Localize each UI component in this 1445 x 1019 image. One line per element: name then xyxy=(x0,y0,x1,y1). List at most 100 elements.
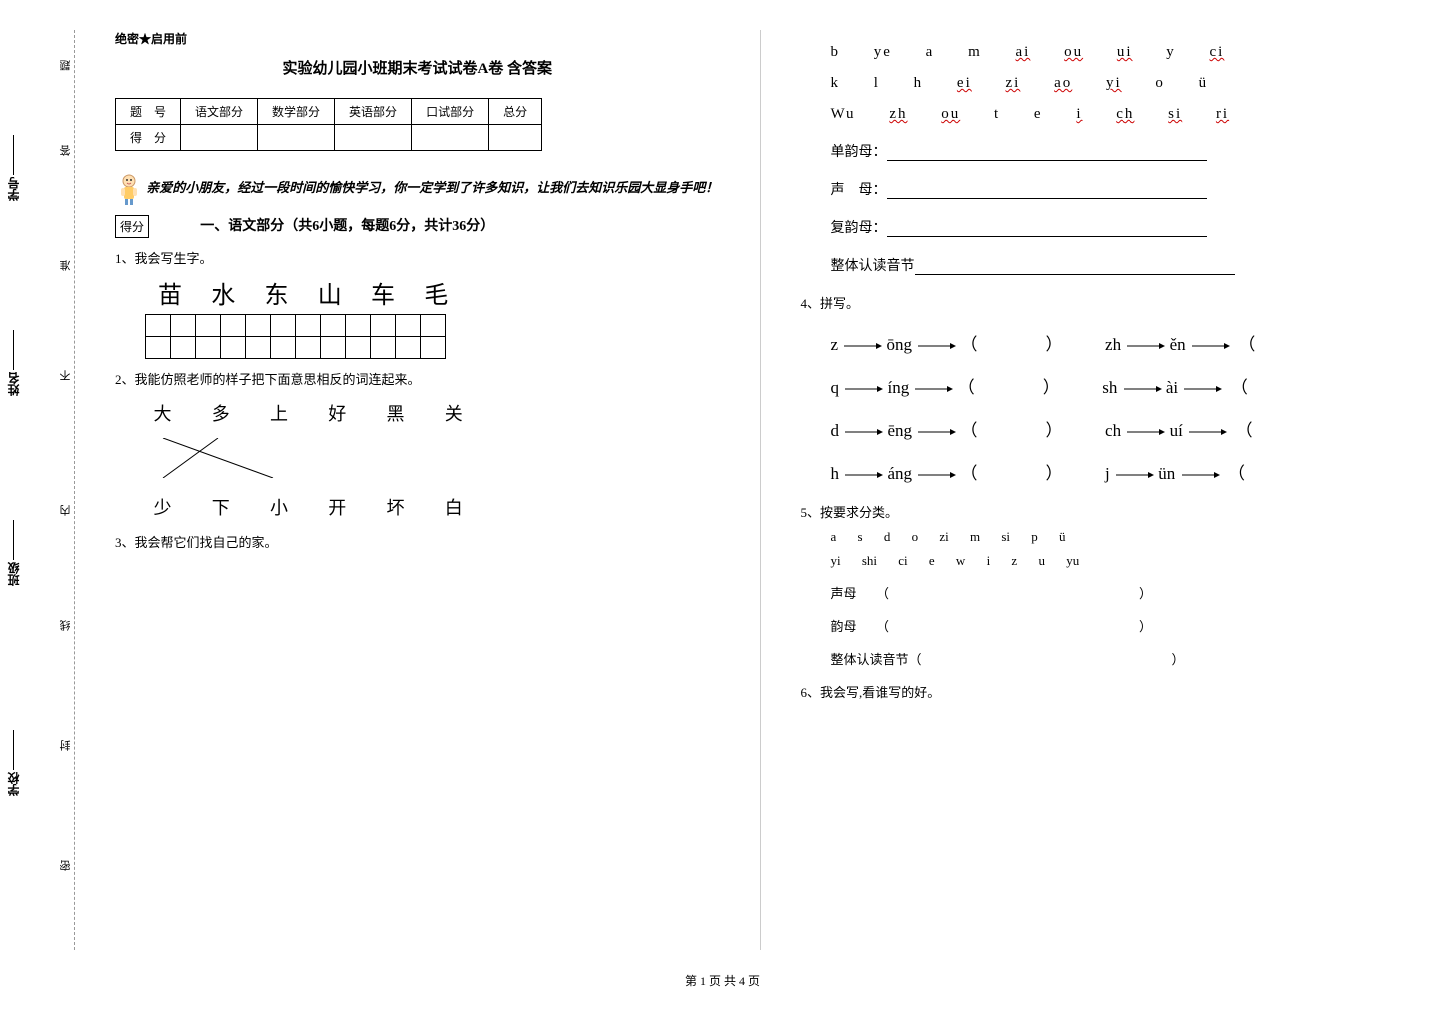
char: 下 xyxy=(193,494,248,520)
page-title: 实验幼儿园小班期末考试试卷A卷 含答案 xyxy=(115,57,720,78)
pinyin-syllable: ai xyxy=(1016,44,1031,60)
table-cell xyxy=(412,125,489,151)
pinyin-syllable: ye xyxy=(874,44,892,60)
pinyin-syllable: ou xyxy=(1064,44,1083,60)
pinyin: ōng xyxy=(887,335,913,354)
char: 白 xyxy=(426,494,481,520)
pinyin-syllable: ou xyxy=(941,106,960,122)
char: 山 xyxy=(305,275,355,310)
q3-label: 3、我会帮它们找自己的家。 xyxy=(115,532,720,551)
char: 多 xyxy=(193,400,248,426)
pinyin: h xyxy=(831,464,840,483)
table-header: 总分 xyxy=(489,99,542,125)
pinyin: z xyxy=(831,335,839,354)
blank-line xyxy=(915,261,1235,275)
pinyin-syllable: zi xyxy=(1006,75,1021,91)
q3-cat-line: 声 母： xyxy=(831,179,1406,199)
pinyin: zh xyxy=(1105,335,1121,354)
cat-label: 单韵母： xyxy=(831,145,887,160)
pinyin: sh xyxy=(1102,378,1117,397)
page-footer: 第 1 页 共 4 页 xyxy=(0,972,1445,989)
pinyin-syllable: l xyxy=(874,75,880,91)
child-icon xyxy=(115,171,143,207)
binding-margin: 题 答 学号 准 不 姓名 内 班级 线 封 学校 密 xyxy=(0,30,75,950)
pinyin: ch xyxy=(1105,421,1121,440)
pinyin: ěn xyxy=(1170,335,1186,354)
q2-top-row: 大 多 上 好 黑 关 xyxy=(115,400,720,426)
q5-cat: 韵母 （） xyxy=(831,616,1406,635)
table-cell xyxy=(258,125,335,151)
arrow-row: d ēng （ ） ch uí （ xyxy=(831,416,1406,441)
char: 少 xyxy=(135,494,190,520)
cat-label: 整体认读音节 xyxy=(831,652,909,667)
table-header: 题 号 xyxy=(116,99,181,125)
arrow-row: h áng （ ） j ün （ xyxy=(831,459,1406,484)
cat-label: 声母 xyxy=(831,586,857,601)
pinyin-syllable: si xyxy=(1168,106,1182,122)
pinyin-syllable: ui xyxy=(1117,44,1133,60)
pinyin-syllable: h xyxy=(914,75,924,91)
score-box: 得分 xyxy=(115,215,149,238)
q4-arrow-rows: z ōng （ ） zh ěn （q íng （ ） sh ài （d ēng … xyxy=(801,330,1406,484)
pinyin-row: Wu zh ou t e i ch si ri xyxy=(831,106,1406,123)
pinyin-syllable: ü xyxy=(1199,75,1209,91)
connection-lines xyxy=(135,438,475,478)
char: 水 xyxy=(198,275,248,310)
cat-label: 声 母： xyxy=(831,183,887,198)
q5-cat: 整体认读音节（） xyxy=(831,649,1406,668)
margin-label: 内 xyxy=(58,505,74,516)
margin-field-id: 学号 xyxy=(5,135,22,201)
pinyin-syllable: Wu xyxy=(831,106,856,122)
pinyin-syllable: ao xyxy=(1054,75,1072,91)
pinyin-syllable: ch xyxy=(1116,106,1134,122)
table-cell xyxy=(335,125,412,151)
q4-label: 4、拼写。 xyxy=(801,293,1406,312)
pinyin-syllable: ci xyxy=(1210,44,1225,60)
cat-label: 复韵母： xyxy=(831,221,887,236)
pinyin: ài xyxy=(1166,378,1178,397)
table-header: 语文部分 xyxy=(181,99,258,125)
q3-cat-line: 单韵母： xyxy=(831,141,1406,161)
char: 大 xyxy=(135,400,190,426)
margin-label: 准 xyxy=(58,260,74,271)
q6-label: 6、我会写,看谁写的好。 xyxy=(801,682,1406,701)
margin-field-school: 学校 xyxy=(5,730,22,796)
secret-label: 绝密★启用前 xyxy=(115,30,720,47)
q2-bottom-row: 少 下 小 开 坏 白 xyxy=(115,494,720,520)
content: 绝密★启用前 实验幼儿园小班期末考试试卷A卷 含答案 题 号 语文部分 数学部分… xyxy=(75,30,1445,950)
char: 毛 xyxy=(411,275,461,310)
pinyin: áng xyxy=(888,464,913,483)
margin-field-name: 姓名 xyxy=(5,330,22,396)
q5-label: 5、按要求分类。 xyxy=(801,502,1406,521)
pinyin: íng xyxy=(888,378,910,397)
char: 好 xyxy=(310,400,365,426)
pinyin-syllable: y xyxy=(1166,44,1176,60)
table-row: 题 号 语文部分 数学部分 英语部分 口试部分 总分 xyxy=(116,99,542,125)
q2-label: 2、我能仿照老师的样子把下面意思相反的词连起来。 xyxy=(115,369,720,388)
margin-label: 题 xyxy=(58,60,74,71)
q5-row: yi shi ci e w i z u yu xyxy=(831,553,1406,569)
q1-label: 1、我会写生字。 xyxy=(115,248,720,267)
cat-label: 韵母 xyxy=(831,619,857,634)
table-header: 数学部分 xyxy=(258,99,335,125)
pinyin-syllable: t xyxy=(994,106,1000,122)
pinyin-syllable: b xyxy=(831,44,841,60)
pinyin-syllable: k xyxy=(831,75,841,91)
pinyin: uí xyxy=(1170,421,1183,440)
pinyin: d xyxy=(831,421,840,440)
arrow-row: q íng （ ） sh ài （ xyxy=(831,373,1406,398)
pinyin: j xyxy=(1105,464,1110,483)
char: 开 xyxy=(310,494,365,520)
char: 小 xyxy=(252,494,307,520)
table-cell xyxy=(181,125,258,151)
q3-pinyin-rows: b ye a m ai ou ui y ci k l h ei zi ao yi… xyxy=(801,44,1406,123)
section-header-row: 得分 一、语文部分（共6小题，每题6分，共计36分） xyxy=(115,215,720,238)
pinyin-syllable: ei xyxy=(957,75,972,91)
q1-chars: 苗 水 东 山 车 毛 xyxy=(115,275,720,310)
q3-cat-line: 复韵母： xyxy=(831,217,1406,237)
table-header: 口试部分 xyxy=(412,99,489,125)
margin-label: 封 xyxy=(58,740,74,751)
intro-content: 亲爱的小朋友，经过一段时间的愉快学习，你一定学到了许多知识，让我们去知识乐园大显… xyxy=(146,180,718,195)
table-cell xyxy=(489,125,542,151)
pinyin-syllable: o xyxy=(1155,75,1165,91)
